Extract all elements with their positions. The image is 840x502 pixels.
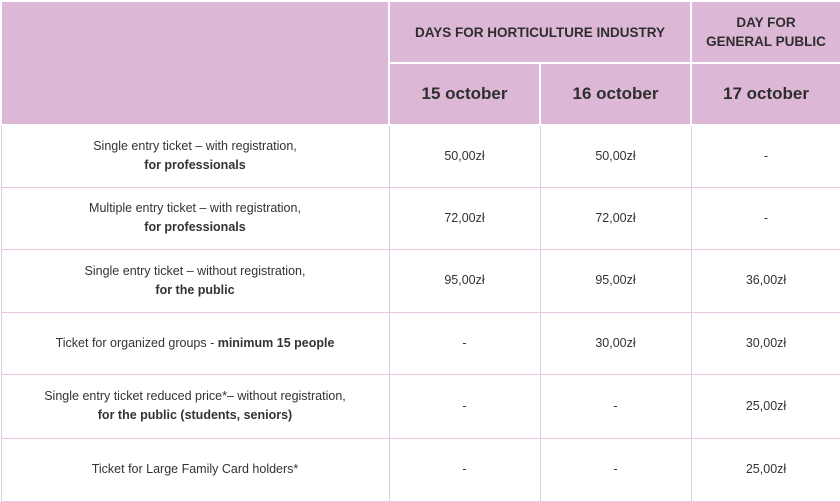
price-cell: 25,00zł <box>690 373 840 439</box>
ticket-type: Ticket for Large Family Card holders* <box>0 437 390 502</box>
table-row: Multiple entry ticket – with registratio… <box>0 186 840 250</box>
price-cell: 72,00zł <box>388 186 541 250</box>
table-row: Ticket for Large Family Card holders* - … <box>0 437 840 502</box>
price-cell: - <box>539 373 692 439</box>
price-cell: 72,00zł <box>539 186 692 250</box>
ticket-type: Single entry ticket – without registrati… <box>0 248 390 313</box>
industry-days-header: DAYS FOR HORTICULTURE INDUSTRY <box>387 0 693 64</box>
date-header: 15 october <box>388 62 541 126</box>
price-cell: 30,00zł <box>539 311 692 375</box>
price-cell: 95,00zł <box>388 248 541 313</box>
price-cell: 95,00zł <box>539 248 692 313</box>
ticket-type: Single entry ticket reduced price*– with… <box>0 373 390 439</box>
price-cell: - <box>690 186 840 250</box>
price-cell: 50,00zł <box>388 124 541 188</box>
price-cell: - <box>388 437 541 502</box>
table-row: Single entry ticket – without registrati… <box>0 248 840 313</box>
ticket-type: Single entry ticket – with registration,… <box>0 124 390 188</box>
date-header: 16 october <box>538 62 693 126</box>
price-cell: - <box>690 124 840 188</box>
price-cell: 25,00zł <box>690 437 840 502</box>
ticket-type: Ticket for organized groups - minimum 15… <box>0 311 390 375</box>
date-header: 17 october <box>690 62 840 126</box>
price-cell: 30,00zł <box>690 311 840 375</box>
price-cell: - <box>539 437 692 502</box>
price-cell: - <box>388 373 541 439</box>
table-row: Single entry ticket reduced price*– with… <box>0 373 840 439</box>
empty-header-cell <box>0 0 390 126</box>
price-cell: 50,00zł <box>539 124 692 188</box>
table-row: Single entry ticket – with registration,… <box>0 124 840 188</box>
public-day-header: DAY FOR GENERAL PUBLIC <box>690 0 840 64</box>
ticket-type: Multiple entry ticket – with registratio… <box>0 186 390 250</box>
price-cell: 36,00zł <box>690 248 840 313</box>
table-row: Ticket for organized groups - minimum 15… <box>0 311 840 375</box>
price-cell: - <box>388 311 541 375</box>
